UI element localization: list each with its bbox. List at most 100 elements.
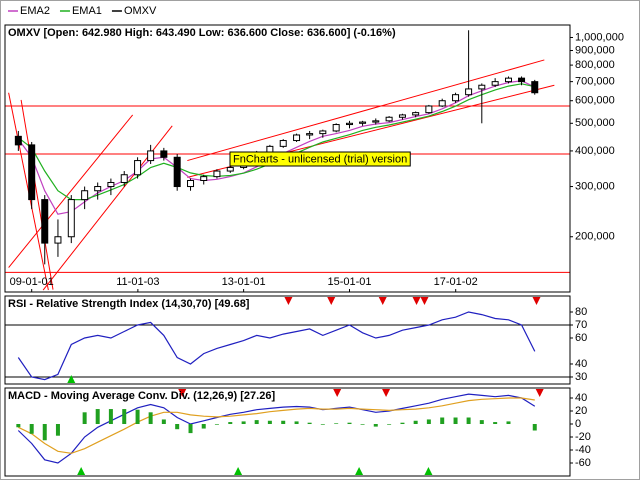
histogram-bar: [82, 412, 87, 425]
sell-signal: [412, 297, 421, 305]
x-tick-label: 15-01-01: [327, 276, 371, 288]
sell-signal: [178, 389, 187, 397]
candle-body: [147, 150, 155, 162]
candle-body: [531, 81, 539, 94]
candle-body: [438, 100, 446, 107]
legend-label: OMXV: [124, 5, 157, 17]
sell-signal: [333, 389, 342, 397]
sell-signal: [284, 297, 293, 305]
buy-signal: [77, 467, 86, 475]
y-tick-label: 30: [575, 371, 587, 383]
histogram-bar: [214, 424, 219, 425]
y-tick-label: 600,000: [575, 95, 615, 107]
y-tick-label: 1,000,000: [575, 31, 624, 43]
y-tick-label: 20: [575, 405, 587, 417]
y-tick-label: 40: [575, 358, 587, 370]
histogram-bar: [201, 424, 206, 429]
plot-area: [5, 297, 570, 383]
candle-body: [372, 120, 380, 123]
candle-body: [491, 81, 499, 86]
candle-body: [213, 170, 221, 178]
candle-body: [187, 180, 195, 188]
y-tick-label: 0: [575, 418, 581, 430]
y-tick-label: -60: [575, 457, 591, 469]
panel-frame: [4, 24, 571, 293]
candle-body: [425, 105, 433, 114]
histogram-bar: [347, 422, 352, 425]
candle-body: [346, 122, 354, 126]
sell-signal: [535, 389, 544, 397]
candle-body: [385, 116, 393, 122]
candle-body: [412, 112, 420, 116]
plot-area: [16, 389, 544, 475]
histogram-bar: [307, 422, 312, 425]
histogram-bar: [135, 409, 140, 425]
histogram-bar: [122, 409, 127, 425]
y-tick-label: 900,000: [575, 44, 615, 56]
y-tick-label: 60: [575, 332, 587, 344]
x-tick-label: 11-01-03: [116, 276, 159, 288]
histogram-bar: [175, 424, 180, 430]
histogram-bar: [413, 420, 418, 425]
y-tick-label: -40: [575, 444, 591, 456]
histogram-bar: [188, 424, 193, 434]
x-tick-label: 09-01-01: [10, 276, 54, 288]
legend-label: EMA1: [72, 5, 102, 17]
series-line: [17, 393, 536, 464]
trend-line: [187, 59, 545, 162]
y-tick-label: 40: [575, 392, 587, 404]
histogram-bar: [426, 419, 431, 425]
sell-signal: [532, 297, 541, 305]
x-tick-label: 17-01-02: [434, 276, 478, 288]
histogram-bar: [148, 412, 153, 425]
y-tick-label: 80: [575, 306, 587, 318]
histogram-bar: [479, 420, 484, 425]
sell-signal: [327, 297, 336, 305]
histogram-bar: [228, 422, 233, 425]
y-tick-label: 500,000: [575, 117, 615, 129]
panel-title: RSI - Relative Strength Index (14,30,70)…: [8, 298, 250, 310]
buy-signal: [234, 467, 243, 475]
histogram-bar: [294, 421, 299, 425]
candle-body: [319, 130, 327, 135]
panel-title: OMXV [Open: 642.980 High: 643.490 Low: 6…: [8, 27, 396, 39]
candle-body: [226, 166, 234, 172]
series-line: [17, 311, 536, 381]
candle-body: [134, 160, 142, 176]
histogram-bar: [16, 424, 21, 428]
histogram-bar: [453, 417, 458, 425]
histogram-bar: [254, 420, 259, 425]
trend-line: [20, 99, 54, 290]
histogram-bar: [400, 422, 405, 425]
y-tick-label: 300,000: [575, 180, 615, 192]
sell-signal: [378, 297, 387, 305]
candle-body: [200, 176, 208, 182]
candle-body: [67, 199, 75, 238]
sell-signal: [420, 297, 429, 305]
candle-body: [293, 134, 301, 142]
histogram-bar: [161, 419, 166, 425]
candle-body: [332, 124, 340, 132]
candle-body: [518, 77, 526, 83]
buy-signal: [355, 467, 364, 475]
y-tick-label: 400,000: [575, 145, 615, 157]
y-tick-label: 70: [575, 319, 587, 331]
annotation: FnCharts - unlicensed (trial) version: [233, 153, 407, 165]
histogram-bar: [440, 417, 445, 425]
histogram-bar: [29, 424, 34, 434]
y-tick-label: 800,000: [575, 59, 615, 71]
histogram-bar: [360, 424, 365, 425]
histogram-bar: [95, 409, 100, 425]
histogram-bar: [108, 409, 113, 425]
histogram-bar: [532, 424, 537, 431]
candle-body: [94, 186, 102, 192]
panel-frame: [4, 387, 571, 477]
histogram-bar: [281, 420, 286, 425]
y-tick-label: 200,000: [575, 231, 615, 243]
candle-body: [160, 150, 168, 158]
histogram-bar: [55, 424, 60, 436]
histogram-bar: [320, 424, 325, 425]
candle-body: [452, 94, 460, 102]
